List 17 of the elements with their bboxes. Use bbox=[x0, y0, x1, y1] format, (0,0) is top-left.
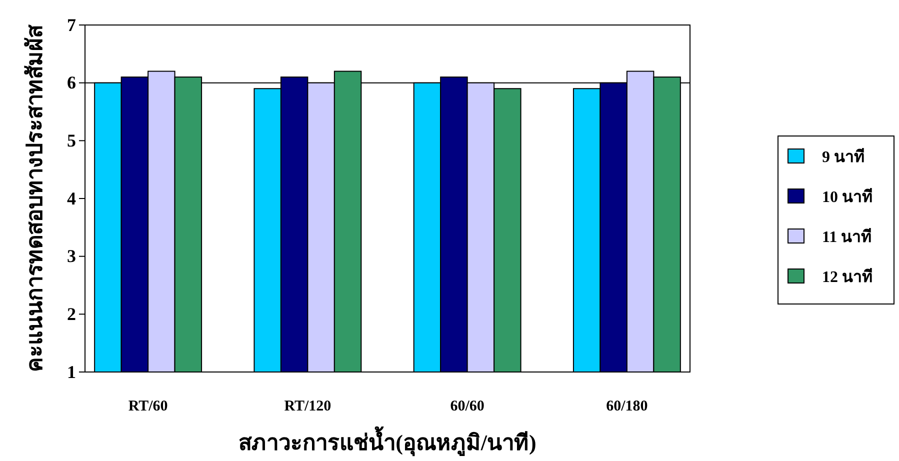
x-axis-title: สภาวะการแช่น้ำ(อุณหภูมิ/นาที) bbox=[238, 426, 536, 457]
x-tick-label: 60/180 bbox=[606, 398, 648, 415]
legend-label: 10 นาที bbox=[822, 187, 873, 206]
y-tick-label: 3 bbox=[67, 246, 76, 266]
legend-label: 11 นาที bbox=[822, 227, 872, 246]
x-tick-label: 60/60 bbox=[450, 398, 484, 415]
y-tick-label: 1 bbox=[67, 362, 76, 382]
x-tick-label: RT/60 bbox=[128, 398, 168, 415]
y-tick-label: 7 bbox=[67, 14, 76, 35]
y-tick-label: 5 bbox=[67, 130, 76, 150]
x-tick-label: RT/120 bbox=[284, 398, 332, 415]
y-tick-label: 4 bbox=[67, 188, 76, 208]
y-axis-title: คะแนนการทดสอบทางประสาทสัมผัส bbox=[22, 24, 47, 372]
legend-label: 9 นาที bbox=[822, 147, 865, 166]
y-tick-label: 6 bbox=[67, 72, 76, 93]
legend-label: 12 นาที bbox=[822, 267, 873, 286]
y-tick-label: 2 bbox=[67, 304, 76, 324]
